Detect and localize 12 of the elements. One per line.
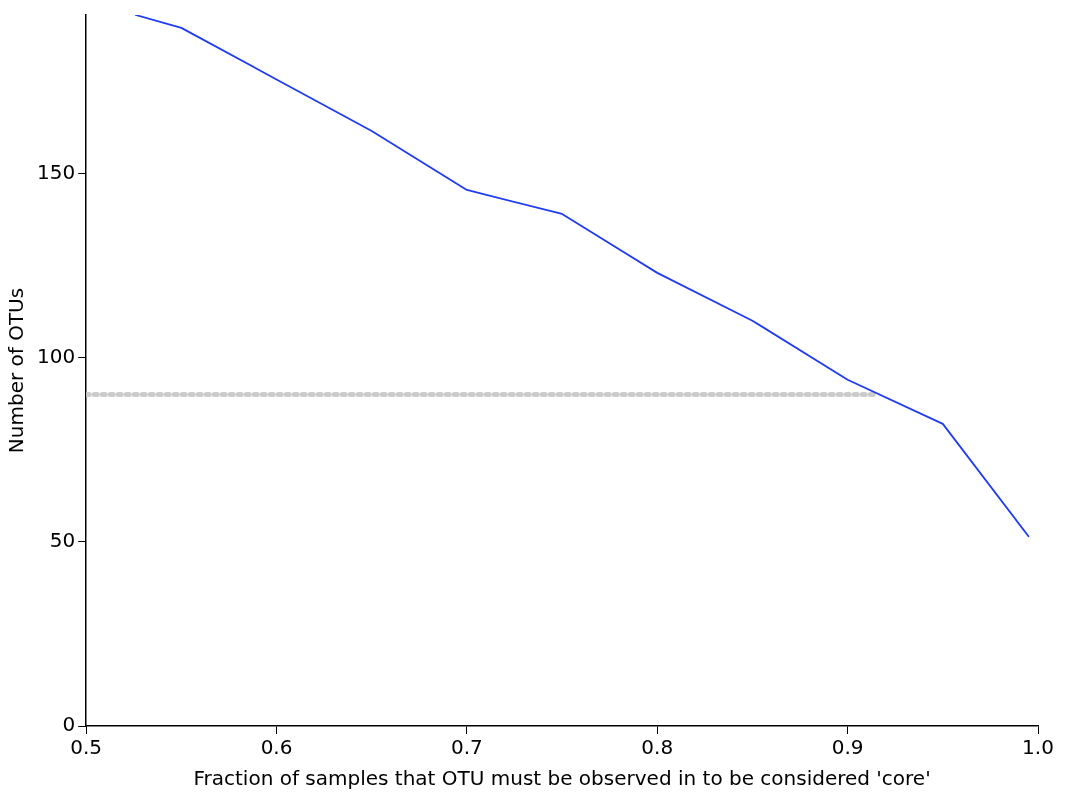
x-tick-label: 0.8 (641, 735, 674, 760)
y-tick-label: 100 (36, 343, 76, 368)
x-tick-label: 0.6 (260, 735, 293, 760)
x-tick-label: 1.0 (1022, 735, 1054, 760)
y-tick-label: 50 (49, 528, 76, 553)
y-axis-title: Number of OTUs (4, 287, 29, 454)
y-tick-label: 0 (62, 712, 76, 737)
x-tick-label: 0.7 (451, 735, 483, 760)
x-axis-title: Fraction of samples that OTU must be observed in to be considered 'core' (193, 766, 931, 791)
x-tick-label: 0.5 (70, 735, 103, 760)
x-tick-label: 0.9 (831, 735, 864, 760)
y-tick-label: 150 (36, 159, 76, 184)
